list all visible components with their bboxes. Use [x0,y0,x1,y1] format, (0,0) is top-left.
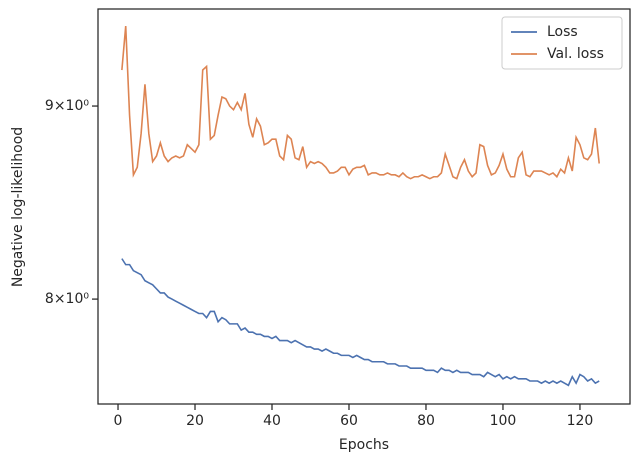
legend-label: Val. loss [547,46,604,62]
x-tick-label: 60 [340,413,358,429]
y-tick-label: 9×10⁰ [45,98,89,114]
plot-frame [97,8,631,405]
x-tick-label: 20 [186,413,204,429]
x-tick-label: 80 [417,413,435,429]
legend-label: Loss [547,24,578,40]
x-axis-label: Epochs [339,437,389,453]
x-tick-label: 100 [490,413,517,429]
x-tick-label: 40 [263,413,281,429]
series-line [121,26,600,180]
y-tick-label: 8×10⁰ [45,291,89,307]
x-tick-label: 0 [114,413,123,429]
series-line [121,258,600,387]
legend-box [501,16,623,70]
x-tick-label: 120 [567,413,594,429]
y-axis-label: Negative log-likelihood [10,127,26,287]
